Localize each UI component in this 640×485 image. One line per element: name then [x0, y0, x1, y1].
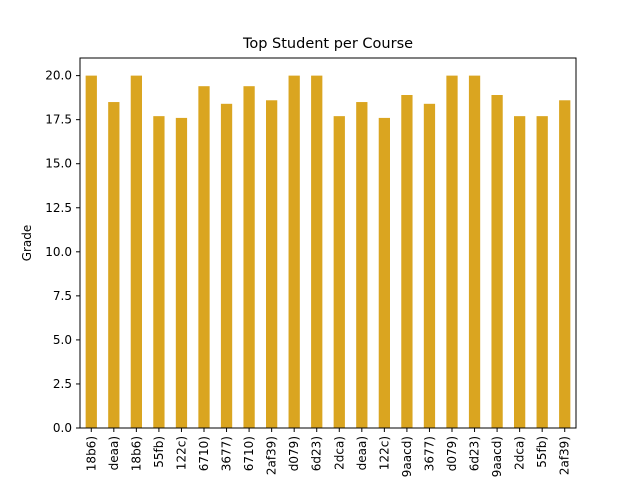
y-tick-label-1: 2.5: [53, 377, 72, 391]
x-tick-label-9: d079): [287, 436, 301, 471]
bar-20: [536, 116, 548, 429]
bar-2: [130, 75, 142, 428]
bar-8: [266, 100, 278, 429]
bar-19: [514, 116, 526, 429]
y-tick-label-2: 5.0: [53, 333, 72, 347]
x-tick-label-7: 6710): [242, 436, 256, 471]
bar-11: [333, 116, 345, 429]
x-tick-label-16: d079): [445, 436, 459, 471]
x-axis-ticks: 18b6) deaa) 18b6) 55fb) 122c) 6710) 3677) 6710)…: [84, 428, 572, 477]
y-tick-label-3: 7.5: [53, 289, 72, 303]
bar-6: [220, 103, 233, 429]
bars-group: [85, 75, 571, 429]
bar-16: [446, 75, 458, 428]
bar-15: [423, 103, 436, 429]
x-tick-label-20: 55fb): [535, 436, 549, 468]
x-tick-label-6: 3677): [220, 436, 234, 471]
x-tick-label-1: deaa): [107, 436, 121, 470]
x-tick-label-19: 2dca): [513, 436, 527, 470]
bar-1: [108, 102, 120, 429]
x-tick-label-21: 2af39): [558, 436, 572, 475]
bar-10: [311, 75, 323, 428]
plot-frame: [79, 57, 577, 429]
x-tick-label-14: 9aacd): [400, 436, 414, 477]
bar-12: [356, 102, 368, 429]
x-tick-label-4: 122c): [174, 436, 188, 470]
x-tick-label-0: 18b6): [84, 436, 98, 471]
bar-21: [559, 100, 571, 429]
y-tick-label-8: 20.0: [45, 69, 72, 83]
bar-4: [175, 117, 188, 429]
chart-title: Top Student per Course: [242, 36, 413, 52]
bar-17: [468, 75, 481, 428]
y-tick-label-7: 17.5: [45, 113, 72, 127]
x-tick-label-17: 6d23): [468, 436, 482, 471]
x-tick-label-12: deaa): [355, 436, 369, 470]
y-axis-label: Grade: [20, 225, 34, 262]
bar-0: [85, 75, 97, 428]
x-tick-label-15: 3677): [422, 436, 436, 471]
bar-13: [378, 117, 390, 429]
x-tick-label-11: 2dca): [332, 436, 346, 470]
bar-3: [153, 116, 165, 429]
y-tick-label-5: 12.5: [45, 201, 72, 215]
y-tick-label-0: 0.0: [53, 421, 72, 435]
y-tick-label-4: 10.0: [45, 245, 72, 259]
x-tick-label-2: 18b6): [129, 436, 143, 471]
x-tick-label-13: 122c): [377, 436, 391, 470]
bar-7: [243, 86, 255, 428]
bar-9: [288, 75, 300, 428]
bar-18: [491, 95, 503, 428]
bar-5: [198, 86, 210, 428]
x-tick-label-3: 55fb): [152, 436, 166, 468]
bar-14: [401, 95, 413, 428]
y-axis-ticks: 0.0 2.5 5.0 7.5 10.0 12.5 15.0 17.5 20.0: [45, 69, 80, 435]
x-tick-label-18: 9aacd): [490, 436, 504, 477]
y-tick-label-6: 15.0: [45, 157, 72, 171]
x-tick-label-10: 6d23): [310, 436, 324, 471]
x-tick-label-8: 2af39): [265, 436, 279, 475]
x-tick-label-5: 6710): [197, 436, 211, 471]
